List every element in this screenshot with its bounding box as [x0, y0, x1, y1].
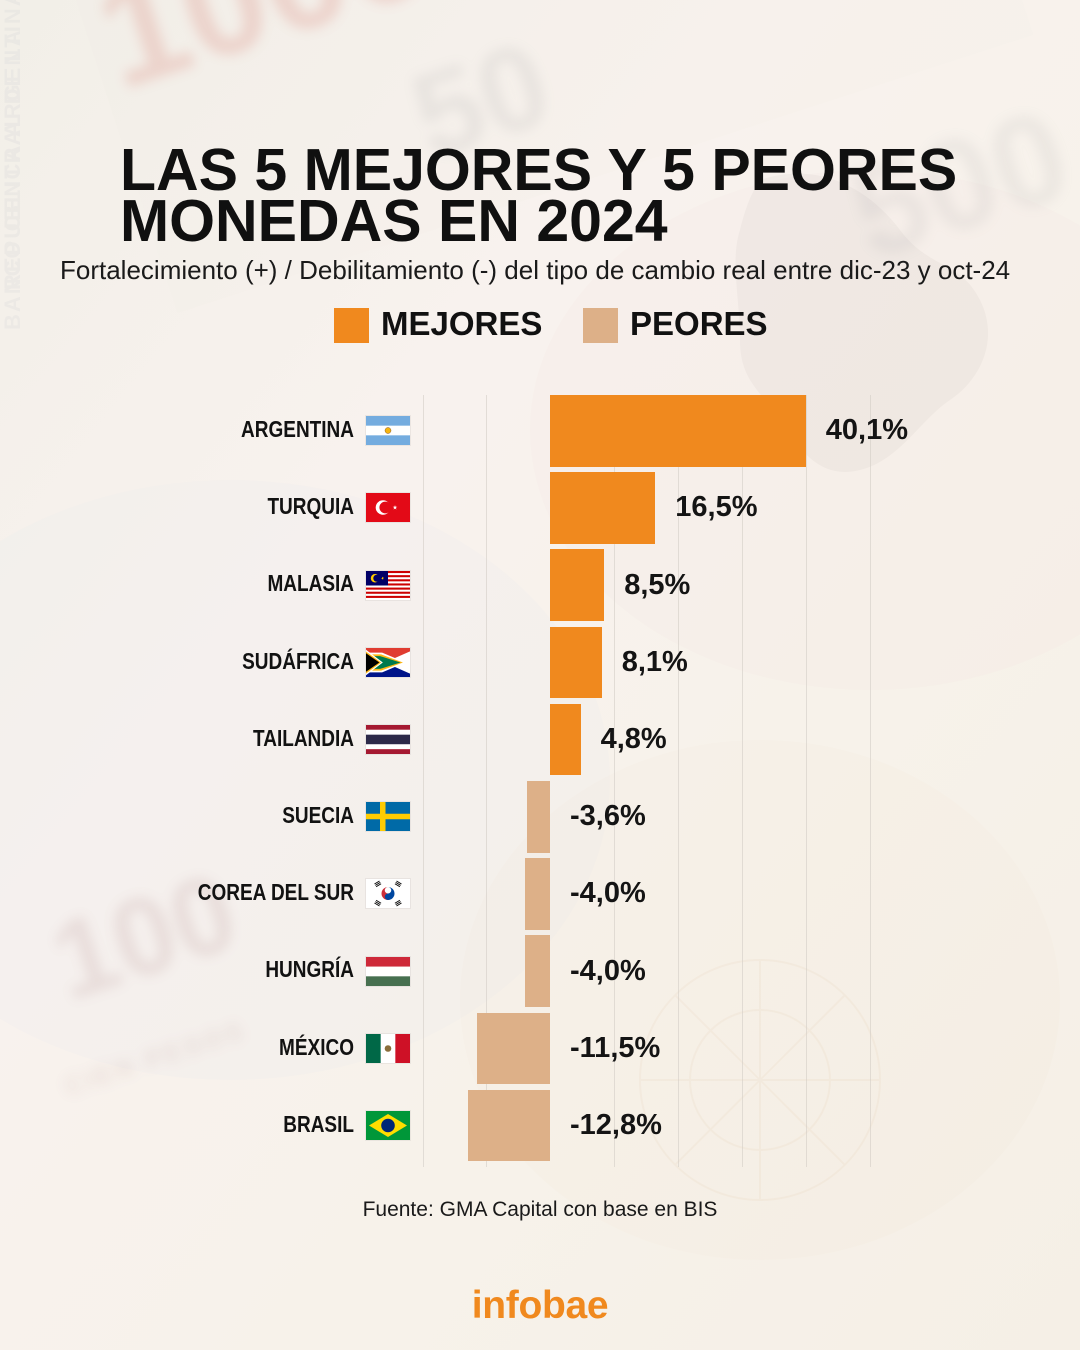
svg-text:BANCO CENTRAL DE LA: BANCO CENTRAL DE LA: [0, 28, 25, 330]
